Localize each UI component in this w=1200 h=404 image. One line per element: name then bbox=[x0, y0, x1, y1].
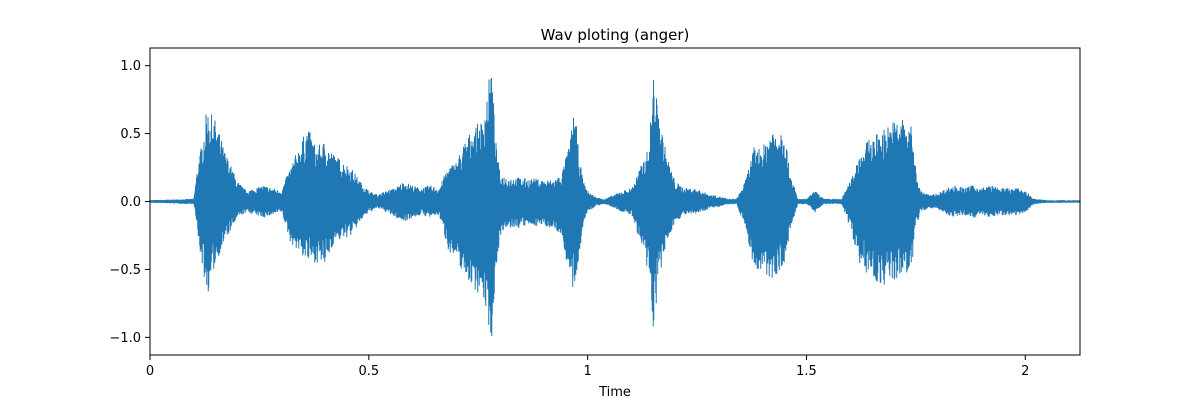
axes-frame bbox=[149, 47, 1081, 356]
x-tick-label: 2 bbox=[1021, 364, 1029, 379]
waveform-line bbox=[149, 77, 1081, 336]
x-axis-label: Time bbox=[598, 385, 631, 400]
plot-area bbox=[149, 77, 1081, 336]
y-tick-label: −1.0 bbox=[109, 331, 141, 346]
x-tick-label: 1.5 bbox=[796, 364, 817, 379]
y-tick-label: 0.0 bbox=[120, 195, 141, 210]
y-tick-label: 1.0 bbox=[120, 59, 141, 74]
x-tick-label: 1 bbox=[584, 364, 592, 379]
x-tick-label: 0.5 bbox=[358, 364, 379, 379]
y-tick-label: 0.5 bbox=[120, 127, 141, 142]
chart-title: Wav ploting (anger) bbox=[541, 26, 690, 44]
x-axis: 0 0.5 1 1.5 2 bbox=[146, 355, 1029, 379]
y-tick-label: −0.5 bbox=[109, 263, 141, 278]
x-tick-label: 0 bbox=[146, 364, 154, 379]
y-axis: 1.0 0.5 0.0 −0.5 −1.0 bbox=[109, 59, 150, 346]
